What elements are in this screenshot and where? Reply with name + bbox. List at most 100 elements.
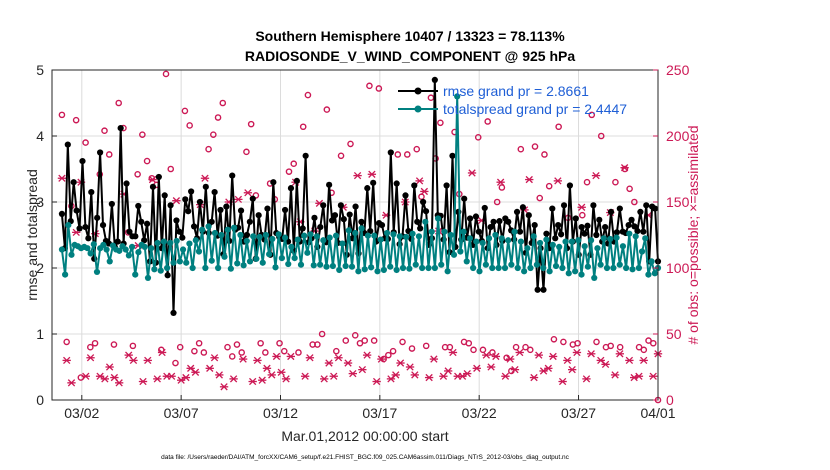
totalspread-point: [482, 261, 489, 268]
obs-assimilated-point: [258, 376, 267, 384]
totalspread-point: [422, 218, 429, 225]
totalspread-point: [466, 235, 474, 242]
obs-assimilated-point: [167, 372, 176, 380]
totalspread-point: [399, 264, 407, 272]
totalspread-point: [431, 264, 438, 272]
obs-possible-point: [541, 151, 548, 158]
obs-possible-point: [640, 346, 648, 354]
footnote: data file: /Users/raeder/DAI/ATM_forcXX/…: [161, 454, 570, 461]
totalspread-point: [90, 241, 97, 248]
obs-possible-point: [167, 165, 175, 173]
rmse-point: [161, 192, 168, 199]
legend-label-rmse: rmse grand pr = 2.8661: [443, 83, 589, 99]
obs-assimilated-point: [448, 348, 458, 357]
totalspread-point: [501, 264, 509, 272]
obs-possible-point: [290, 160, 298, 168]
totalspread-point: [492, 231, 499, 239]
totalspread-point: [215, 264, 222, 272]
rmse-point: [393, 180, 400, 187]
totalspread-point: [345, 227, 352, 234]
obs-possible-point: [318, 330, 326, 338]
totalspread-point: [479, 239, 486, 247]
obs-possible-point: [375, 85, 383, 92]
obs-assimilated-point: [572, 348, 582, 357]
rmse-point: [328, 217, 336, 224]
y-right-tick-label: 250: [666, 62, 690, 78]
totalspread-point: [285, 260, 292, 268]
rmse-point: [466, 215, 474, 222]
totalspread-point: [600, 235, 607, 242]
legend-marker-rmse: [414, 87, 422, 95]
totalspread-point: [511, 228, 518, 235]
obs-possible-point: [550, 335, 558, 343]
totalspread-point: [489, 264, 496, 272]
obs-possible-point: [588, 111, 596, 119]
rmse-point: [97, 149, 104, 156]
totalspread-point: [68, 251, 75, 258]
rmse-point: [519, 204, 527, 211]
rmse-point: [584, 222, 591, 229]
obs-possible-point: [351, 332, 359, 339]
y-left-tick-label: 5: [36, 62, 44, 78]
obs-possible-point: [531, 143, 539, 150]
obs-possible-point: [474, 134, 482, 141]
rmse-point: [637, 208, 644, 215]
totalspread-point: [565, 270, 572, 277]
obs-possible-point: [233, 341, 241, 348]
totalspread-point: [536, 239, 544, 247]
totalspread-point: [348, 263, 356, 270]
totalspread-point: [591, 274, 598, 281]
obs-possible-point: [347, 140, 354, 148]
totalspread-point: [342, 262, 349, 270]
totalspread-point: [259, 259, 266, 266]
obs-assimilated-point: [67, 379, 76, 387]
obs-assimilated-point: [248, 377, 257, 386]
totalspread-point: [358, 225, 365, 232]
obs-assimilated-point: [472, 364, 481, 372]
obs-possible-point: [210, 131, 217, 138]
totalspread-point: [530, 233, 537, 240]
totalspread-point: [607, 235, 614, 243]
obs-possible-point: [186, 122, 193, 129]
obs-possible-point: [385, 351, 392, 359]
rmse-point: [108, 200, 115, 208]
totalspread-point: [412, 261, 419, 268]
rmse-point: [281, 206, 289, 214]
totalspread-point: [584, 263, 591, 270]
totalspread-point: [521, 268, 528, 275]
rmse-point: [196, 198, 204, 206]
totalspread-point: [396, 233, 403, 240]
totalspread-point: [377, 236, 384, 243]
obs-possible-point: [649, 339, 657, 347]
obs-possible-point: [101, 127, 108, 135]
rmse-point: [138, 218, 145, 225]
x-tick-label: 03/27: [561, 405, 596, 421]
rmse-point: [179, 234, 186, 241]
obs-assimilated-point: [286, 352, 295, 361]
obs-assimilated-point: [615, 350, 625, 358]
totalspread-point: [192, 237, 199, 244]
obs-possible-point: [63, 338, 70, 346]
rmse-point: [79, 157, 86, 165]
totalspread-point: [508, 261, 515, 268]
obs-assimilated-point: [534, 351, 543, 359]
obs-possible-point: [143, 157, 151, 165]
totalspread-point: [307, 231, 314, 238]
rmse-point: [143, 220, 151, 227]
totalspread-point: [371, 232, 378, 239]
obs-possible-point: [512, 343, 520, 351]
obs-assimilated-point: [353, 171, 362, 180]
totalspread-point: [106, 258, 113, 265]
rmse-point: [422, 208, 430, 215]
totalspread-point: [205, 223, 212, 230]
totalspread-point: [323, 263, 330, 270]
obs-assimilated-point: [429, 355, 439, 363]
rmse-point: [135, 202, 142, 210]
rmse-point: [625, 222, 632, 229]
totalspread-point: [460, 228, 467, 235]
obs-possible-point: [247, 120, 255, 128]
totalspread-point: [549, 241, 556, 248]
totalspread-point: [587, 237, 595, 244]
obs-possible-point: [276, 339, 283, 347]
obs-possible-point: [257, 339, 264, 347]
